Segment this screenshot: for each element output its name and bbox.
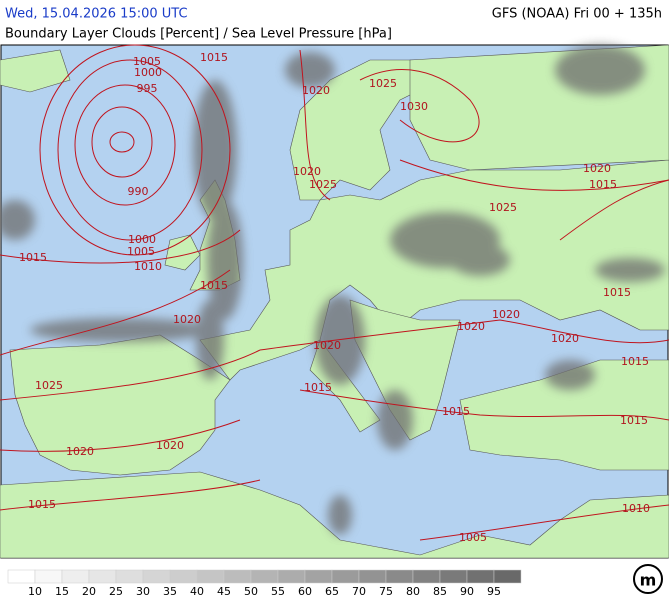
legend-swatch	[115, 569, 144, 584]
legend-label: 25	[109, 585, 123, 598]
legend-label: 10	[28, 585, 42, 598]
legend-swatch	[331, 569, 360, 584]
isobar-label: 1015	[200, 279, 228, 292]
legend-label: 55	[271, 585, 285, 598]
isobar-label: 1020	[492, 308, 520, 321]
isobar-label: 990	[128, 185, 149, 198]
legend-label: 95	[487, 585, 501, 598]
legend-swatch	[142, 569, 171, 584]
clouds	[0, 45, 665, 535]
isobar-label: 1020	[457, 320, 485, 333]
isobar-label: 1020	[293, 165, 321, 178]
legend-swatch	[7, 569, 36, 584]
legend-label: 70	[352, 585, 366, 598]
map-title: Boundary Layer Clouds [Percent] / Sea Le…	[5, 27, 392, 42]
legend-swatch	[196, 569, 225, 584]
legend-label: 75	[379, 585, 393, 598]
isobar-label: 1005	[459, 531, 487, 544]
legend-swatch	[385, 569, 414, 584]
isobar-label: 1020	[66, 445, 94, 458]
legend-label: 15	[55, 585, 69, 598]
isobar-label: 1015	[28, 498, 56, 511]
isobar-label: 1025	[309, 178, 337, 191]
isobar-label: 1030	[400, 100, 428, 113]
legend-swatch	[493, 569, 522, 584]
isobar-label: 1015	[442, 405, 470, 418]
legend-swatch	[439, 569, 468, 584]
legend-swatch	[169, 569, 198, 584]
legend-swatch	[34, 569, 63, 584]
legend-swatch	[250, 569, 279, 584]
legend-swatch	[466, 569, 495, 584]
isobar-label: 1015	[620, 414, 648, 427]
legend-label: 45	[217, 585, 231, 598]
legend-label: 65	[325, 585, 339, 598]
legend-swatch	[223, 569, 252, 584]
isobar-label: 1020	[173, 313, 201, 326]
isobar-label: 1020	[313, 339, 341, 352]
legend-label: 85	[433, 585, 447, 598]
legend-swatch	[277, 569, 306, 584]
isobar-label: 1010	[134, 260, 162, 273]
isobar-label: 1000	[134, 66, 162, 79]
isobar-label: 1000	[128, 233, 156, 246]
legend-label: 30	[136, 585, 150, 598]
legend-label: 80	[406, 585, 420, 598]
legend-label: 40	[190, 585, 204, 598]
legend-swatch	[358, 569, 387, 584]
isobar-label: 1020	[156, 439, 184, 452]
legend-label: 60	[298, 585, 312, 598]
isobar-label: 1025	[35, 379, 63, 392]
isobar-label: 995	[137, 82, 158, 95]
valid-time: Wed, 15.04.2026 15:00 UTC	[5, 7, 188, 22]
isobar-label: 1010	[622, 502, 650, 515]
logo: m	[633, 564, 663, 594]
isobar-label: 1015	[304, 381, 332, 394]
isobars	[0, 44, 669, 541]
isobar-label: 1025	[369, 77, 397, 90]
isobar-label: 1020	[583, 162, 611, 175]
isobar-label: 1015	[589, 178, 617, 191]
model-run: GFS (NOAA) Fri 00 + 135h	[492, 7, 662, 22]
isobar-label: 1015	[200, 51, 228, 64]
legend-label: 20	[82, 585, 96, 598]
legend-label: 35	[163, 585, 177, 598]
legend-swatch	[304, 569, 333, 584]
isobar-label: 1015	[603, 286, 631, 299]
isobar-label: 1005	[127, 245, 155, 258]
legend-label: 50	[244, 585, 258, 598]
svg-text:m: m	[640, 571, 657, 590]
legend-swatch	[61, 569, 90, 584]
isobar-label: 1020	[302, 84, 330, 97]
legend-label: 90	[460, 585, 474, 598]
isobar-label: 1015	[621, 355, 649, 368]
isobar-label: 1020	[551, 332, 579, 345]
legend-swatch	[412, 569, 441, 584]
isobar-label: 1025	[489, 201, 517, 214]
isobar-label: 1015	[19, 251, 47, 264]
legend: 10 15 20 25 30 35 40 45 50 55 60 65 70 75 80 85 90 95	[7, 569, 522, 598]
legend-swatch	[88, 569, 117, 584]
isobar-label: 1005	[133, 55, 161, 68]
